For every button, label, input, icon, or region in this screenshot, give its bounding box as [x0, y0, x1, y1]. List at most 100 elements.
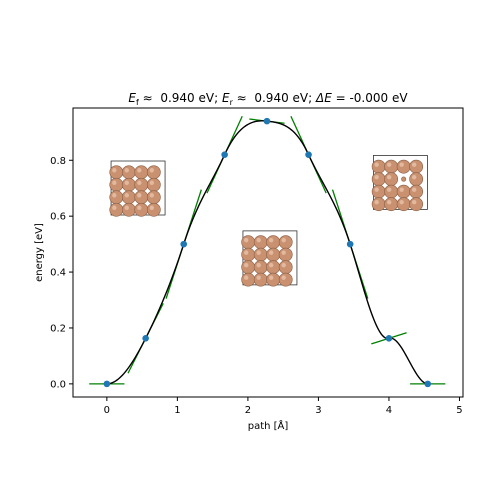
x-axis-label: path [Å] [248, 419, 289, 432]
atom [146, 165, 161, 180]
atom-highlight [386, 162, 392, 167]
atom-highlight [386, 187, 392, 192]
atom-highlight [374, 187, 379, 192]
atom [121, 165, 136, 180]
atom [253, 235, 268, 250]
atom-highlight [268, 237, 274, 243]
atom-highlight [243, 275, 249, 280]
atom-highlight [149, 180, 155, 185]
atom-highlight [374, 174, 379, 180]
x-tick-label: 1 [174, 405, 180, 416]
atom-highlight [149, 193, 155, 198]
x-tick-label: 0 [104, 405, 110, 416]
atom [121, 177, 136, 192]
image-point [221, 151, 228, 158]
x-tick-label: 2 [245, 405, 251, 416]
atom [241, 235, 256, 250]
atom-highlight [243, 262, 249, 268]
image-point [385, 335, 393, 342]
structure-inset-initial [109, 160, 166, 217]
atom [409, 184, 424, 199]
atom-highlight [112, 180, 117, 185]
y-axis-ticks: 0.0 0.2 0.4 0.6 0.8 [50, 156, 73, 390]
atom-highlight [281, 237, 286, 243]
atom [134, 165, 149, 180]
image-point [346, 240, 354, 248]
image-point [305, 151, 312, 158]
atom [134, 190, 149, 205]
y-tick-label: 0.8 [50, 156, 66, 167]
atom [278, 272, 293, 287]
image-point [263, 117, 271, 125]
atom [241, 247, 256, 262]
y-tick-label: 0.2 [50, 323, 66, 334]
atom [409, 197, 424, 212]
atom [109, 165, 124, 180]
atom-highlight [281, 250, 286, 255]
atom [146, 202, 161, 217]
atom-highlight [374, 199, 379, 205]
y-tick-label: 0.4 [50, 268, 66, 279]
axes-frame [72, 107, 464, 398]
atom [121, 190, 136, 205]
atom [396, 197, 411, 212]
x-axis-ticks: 0 1 2 3 4 5 [104, 397, 463, 416]
atom [384, 184, 399, 199]
atom-highlight [137, 193, 142, 198]
atom-highlight [149, 205, 155, 210]
atom [266, 272, 281, 287]
atom-highlight [243, 237, 249, 243]
atom [371, 159, 386, 174]
chart-title: Ef ≈ 0.940 eV; Er ≈ 0.940 eV; ΔE = -0.00… [128, 91, 408, 107]
atom [266, 247, 281, 262]
atom [278, 235, 293, 250]
y-tick-label: 0.6 [50, 212, 66, 223]
atom-highlight [124, 205, 130, 210]
atom [384, 197, 399, 212]
structure-inset-saddle [241, 230, 298, 287]
atom-highlight [411, 162, 417, 167]
atom-highlight [112, 168, 117, 173]
atom [121, 202, 136, 217]
atom [241, 260, 256, 275]
atom [253, 272, 268, 287]
image-point [180, 240, 188, 248]
atom-highlight [399, 187, 404, 192]
atom-highlight [243, 250, 249, 255]
x-tick-label: 4 [386, 405, 392, 416]
atom-highlight [268, 262, 274, 268]
atom-highlight [124, 193, 130, 198]
atom [409, 159, 424, 174]
x-tick-label: 5 [456, 405, 462, 416]
atom-highlight [411, 174, 417, 180]
image-points [103, 117, 432, 388]
atom [266, 260, 281, 275]
atom-highlight [386, 199, 392, 205]
y-tick-label: 0.0 [50, 379, 66, 390]
atom [278, 247, 293, 262]
atom-highlight [281, 275, 286, 280]
atom-highlight [281, 262, 286, 268]
atom-highlight [112, 205, 117, 210]
atom [371, 172, 386, 187]
atom [134, 177, 149, 192]
atom-highlight [268, 275, 274, 280]
atom [384, 172, 399, 187]
atom-highlight [137, 168, 142, 173]
atom-highlight [374, 162, 379, 167]
atom-highlight [411, 199, 417, 205]
atom [396, 184, 411, 199]
image-point [424, 380, 432, 388]
structure-insets [109, 155, 428, 287]
atom-highlight [137, 205, 142, 210]
atom-highlight [256, 250, 261, 255]
atom [266, 235, 281, 250]
atom-highlight [112, 193, 117, 198]
atom [401, 176, 407, 182]
atom [371, 184, 386, 199]
atom [371, 197, 386, 212]
atom-highlight [124, 168, 130, 173]
atom-highlight [149, 168, 155, 173]
atom [253, 260, 268, 275]
